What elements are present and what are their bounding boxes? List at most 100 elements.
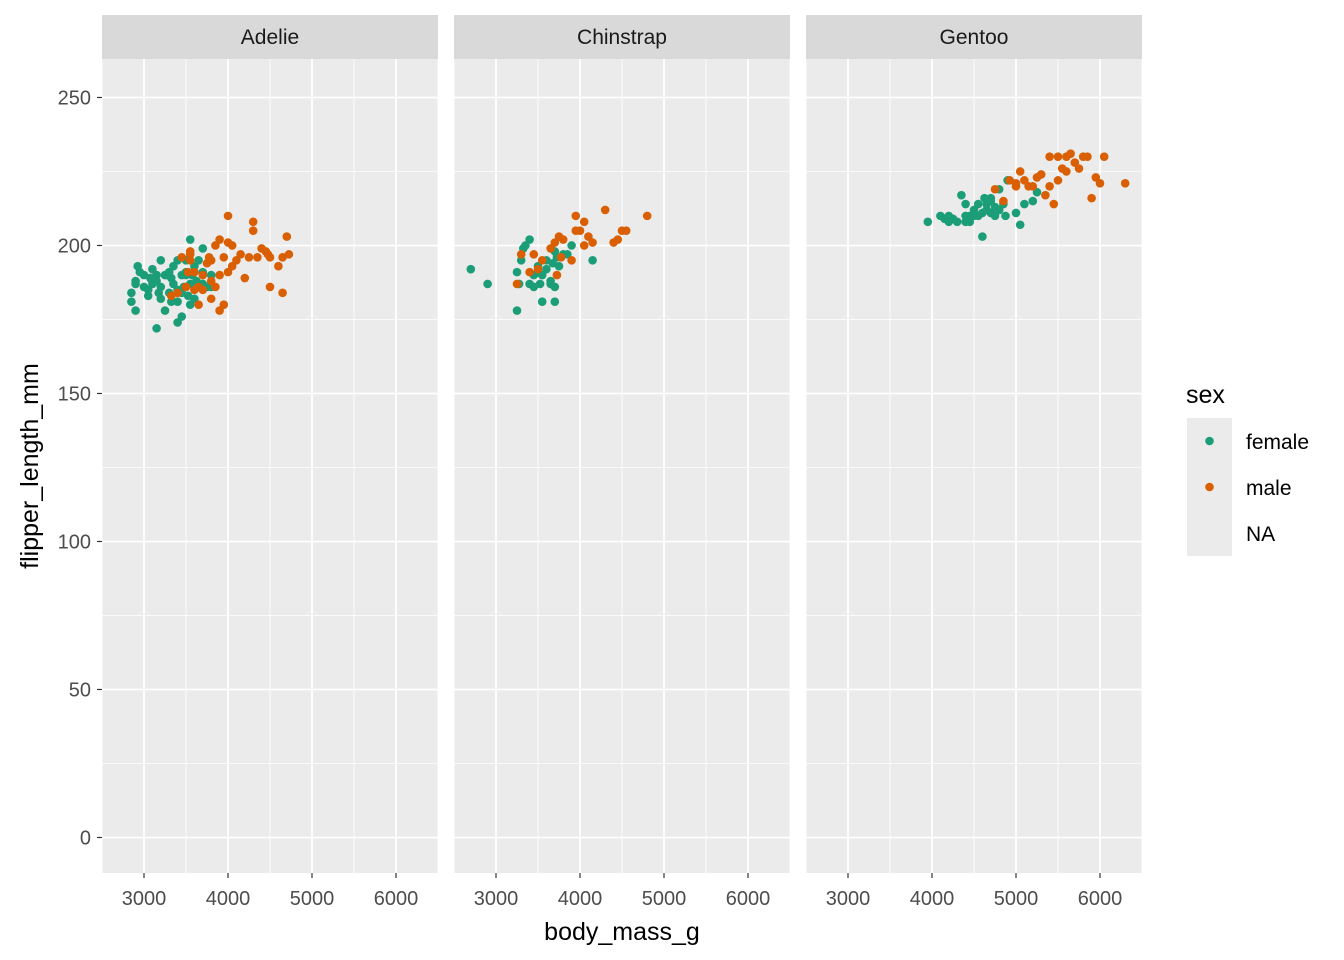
point-male (181, 282, 191, 292)
point-male (206, 294, 216, 304)
point-male (533, 264, 543, 274)
point-male (999, 196, 1008, 206)
x-tick-label: 6000 (1078, 888, 1123, 910)
point-female (160, 306, 170, 315)
point-male (236, 250, 245, 259)
point-female (512, 306, 522, 315)
point-female (194, 255, 203, 265)
point-male (613, 235, 623, 244)
point-male (211, 282, 220, 292)
point-male (1049, 199, 1059, 209)
point-female (952, 217, 962, 227)
y-axis-title: flipper_length_mm (16, 363, 44, 569)
point-male (1062, 167, 1071, 176)
legend-label-female: female (1246, 431, 1309, 454)
point-male (1095, 179, 1105, 188)
strip-adelie (102, 15, 438, 59)
point-male (284, 250, 294, 259)
point-female (466, 264, 476, 274)
panel-chinstrap: Chinstrap 3000 4000 5000 6000 (453, 15, 791, 910)
point-male (1045, 181, 1054, 191)
point-male (185, 247, 195, 256)
point-male (567, 255, 576, 265)
point-male (990, 184, 1000, 194)
point-female (167, 297, 176, 307)
point-female (152, 324, 161, 333)
point-male (248, 226, 258, 235)
point-male (537, 255, 547, 265)
point-female (198, 244, 208, 253)
legend: sex female male NA (1186, 381, 1309, 556)
point-female (185, 235, 195, 244)
point-male (219, 253, 229, 262)
point-male (579, 217, 589, 227)
point-female (535, 279, 545, 289)
legend-label-male: male (1246, 477, 1292, 500)
x-tick-label: 3000 (826, 888, 871, 910)
point-female (156, 255, 166, 265)
point-male (1120, 179, 1130, 188)
point-female (542, 264, 551, 274)
point-female (206, 270, 216, 280)
point-female (978, 232, 987, 241)
point-male (512, 279, 522, 289)
strip-chinstrap (454, 15, 790, 59)
point-male (248, 217, 258, 227)
legend-point-female (1205, 436, 1214, 446)
point-female (961, 199, 970, 209)
point-male (215, 270, 224, 280)
x-tick-label: 5000 (994, 888, 1039, 910)
point-male (1099, 152, 1109, 161)
strip-label: Chinstrap (577, 26, 667, 49)
point-male (223, 211, 233, 221)
point-male (621, 226, 631, 235)
point-female (156, 294, 166, 304)
strip-label: Gentoo (940, 26, 1009, 49)
point-female (483, 279, 492, 289)
point-female (957, 190, 966, 200)
point-female (550, 297, 560, 307)
point-male (240, 273, 250, 283)
point-male (575, 226, 585, 235)
point-male (529, 250, 539, 259)
point-male (265, 282, 275, 292)
panel-adelie: Adelie 3000 4000 5000 6000 (101, 15, 439, 910)
point-female (156, 282, 166, 292)
legend-point-male (1205, 482, 1214, 492)
point-male (185, 255, 195, 265)
strip-label: Adelie (241, 26, 299, 49)
point-male (600, 205, 610, 215)
legend-title: sex (1186, 381, 1225, 409)
point-female (173, 297, 182, 307)
point-female (177, 312, 187, 321)
point-female (588, 255, 597, 265)
point-male (1011, 181, 1021, 191)
point-female (127, 288, 136, 298)
point-female (567, 241, 576, 250)
point-female (512, 267, 522, 277)
legend-key-na (1187, 510, 1232, 556)
point-male (1036, 170, 1046, 179)
point-male (253, 253, 262, 262)
point-female (923, 217, 933, 227)
point-female (1020, 199, 1029, 209)
point-male (198, 270, 208, 280)
point-male (278, 288, 287, 298)
point-female (143, 291, 153, 301)
panel-gentoo: Gentoo 3000 4000 5000 6000 (805, 15, 1143, 910)
point-male (173, 288, 182, 298)
y-tick-label: 0 (80, 827, 91, 849)
point-male (1041, 190, 1050, 200)
x-tick-label: 4000 (910, 888, 955, 910)
x-tick-label: 6000 (374, 888, 419, 910)
point-male (642, 211, 652, 221)
point-male (1053, 152, 1063, 161)
point-male (177, 253, 187, 262)
point-female (973, 199, 983, 209)
x-tick-label: 3000 (122, 888, 167, 910)
point-male (1087, 193, 1096, 203)
point-male (194, 300, 203, 309)
point-female (537, 297, 547, 307)
point-male (282, 232, 292, 241)
point-male (1045, 152, 1054, 161)
